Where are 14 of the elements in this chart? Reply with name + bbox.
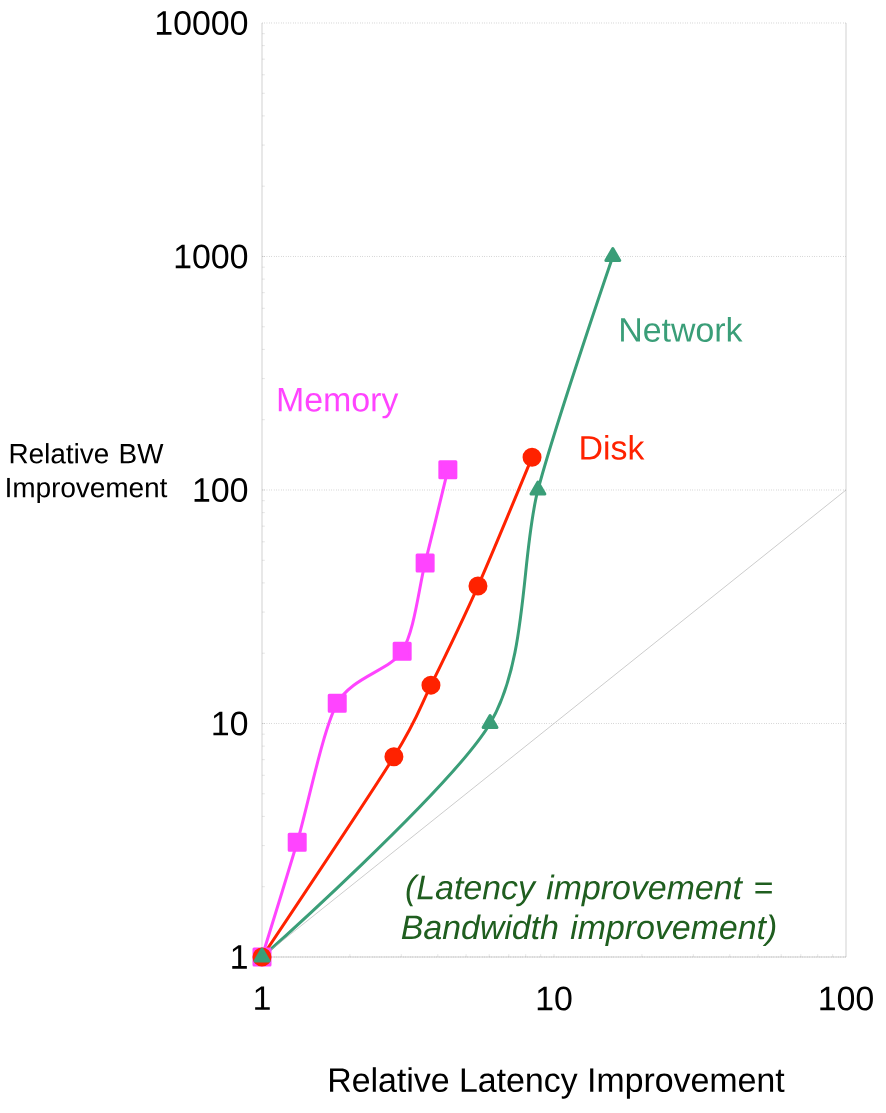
x-tick-label: 100: [820, 986, 873, 1011]
x-axis-title: Relative Latency Improvement: [330, 1067, 785, 1099]
x-tick-label: 10: [537, 986, 572, 1011]
series-label: Network: [621, 317, 743, 342]
y-tick-label: 1: [232, 945, 247, 969]
y-axis-title: Relative BW Improvement: [7, 443, 168, 503]
y-tick-label: 1000: [175, 244, 248, 269]
y-tick-label: 10000: [156, 10, 248, 35]
y-tick-label: 10: [213, 711, 248, 736]
annotation: (Latency improvement = Bandwidth improvement): [401, 874, 776, 947]
x-tick-label: 1: [255, 986, 270, 1010]
y-tick-label: 100: [194, 478, 248, 502]
series-label: Memory: [278, 388, 399, 419]
series-label: Disk: [581, 434, 645, 460]
